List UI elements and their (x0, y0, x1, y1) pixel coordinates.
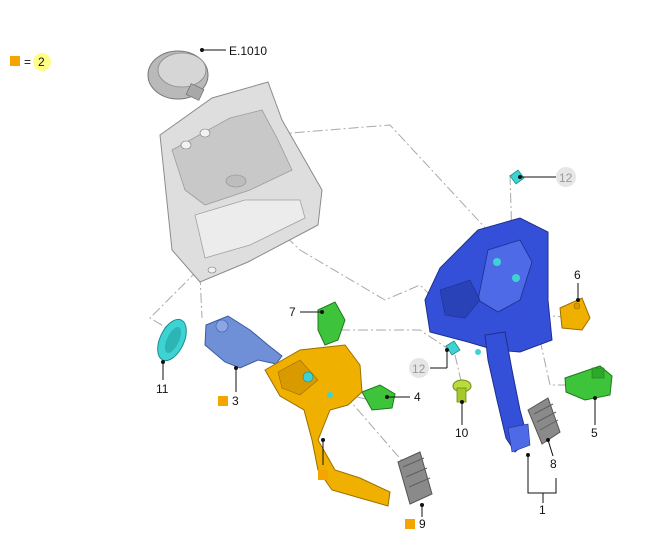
callout-11: 11 (156, 382, 169, 396)
clutch-pedal-pad (397, 451, 433, 505)
callout-6: 6 (574, 268, 581, 282)
callout-8: 8 (550, 457, 557, 471)
brake-pedal-pad (527, 397, 561, 445)
callout-12b: 12 (412, 362, 426, 376)
callout-3: 3 (232, 394, 239, 408)
callout-5: 5 (591, 426, 598, 440)
teal-clip-lower (445, 340, 461, 356)
callout-9: 9 (419, 517, 426, 531)
legend-marker-square (10, 56, 20, 66)
legend-value-highlight (33, 53, 51, 71)
pedal-sensor-green (564, 365, 613, 401)
callout-10: 10 (455, 426, 469, 440)
bulkhead-panel (159, 81, 323, 283)
pedal-stop-bolt (452, 379, 472, 403)
callout-1: 1 (539, 503, 546, 517)
legend-equals: = (24, 55, 31, 69)
callout-12a-disc (556, 167, 576, 187)
legend-value: 2 (38, 55, 45, 69)
legend: = 2 (10, 53, 51, 71)
clutch-pedal-assembly-yellow (264, 344, 391, 507)
clutch-switch-green-4 (361, 384, 396, 411)
clutch-master-cylinder (204, 315, 283, 369)
callout-7: 7 (289, 305, 296, 319)
callout-e1010: E.1010 (229, 44, 267, 58)
callout-12b-disc (409, 358, 429, 378)
pedal-switch-yellow (559, 297, 591, 331)
pedal-bracket-blue (424, 217, 553, 355)
brake-booster (147, 50, 209, 101)
callout-9-marker (405, 519, 415, 529)
callout-labels: E.1010 12 6 7 12 4 11 3 5 10 8 1 9 (156, 44, 598, 531)
seal-ring-11 (157, 318, 187, 362)
leader-lines (161, 48, 597, 517)
callout-3-marker (218, 396, 228, 406)
callout-4: 4 (414, 390, 421, 404)
teal-clip-top (509, 169, 525, 185)
clutch-sensor-green-7 (317, 301, 346, 346)
callout-12a: 12 (559, 171, 573, 185)
callout-clutch-pedal-marker (318, 470, 328, 480)
brake-pedal-arm-blue (484, 331, 531, 453)
